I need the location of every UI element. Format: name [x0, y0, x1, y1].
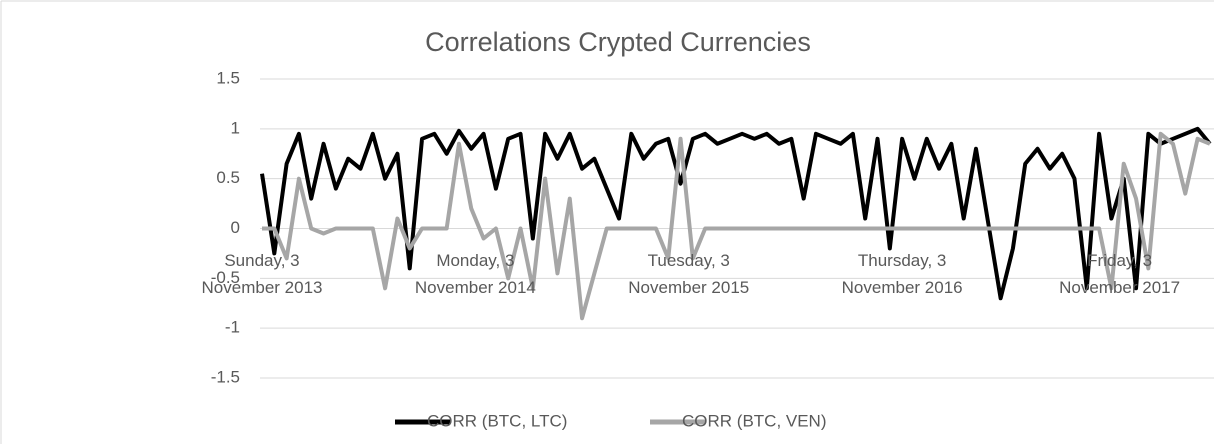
series-line — [262, 131, 1211, 321]
x-tick-label: Tuesday, 3 November 2015 — [628, 251, 749, 297]
legend-label: CORR (BTC, VEN) — [682, 411, 827, 430]
y-tick-label: -0.5 — [211, 268, 240, 287]
y-tick-label: 0 — [231, 218, 240, 237]
x-tick-label: Sunday, 3 November 2013 — [202, 251, 323, 297]
x-tick-label: Monday, 3 November 2014 — [415, 251, 536, 297]
series-line — [260, 126, 1212, 301]
y-tick-label: 0.5 — [216, 168, 240, 187]
legend-label: CORR (BTC, LTC) — [427, 411, 567, 430]
chart-title: Correlations Crypted Currencies — [425, 27, 811, 57]
y-tick-label: -1 — [225, 318, 240, 337]
y-tick-label: -1.5 — [211, 367, 240, 386]
y-tick-label: 1.5 — [216, 68, 240, 87]
x-tick-label: Friday, 3 November 2017 — [1059, 251, 1180, 297]
y-tick-label: 1 — [231, 118, 240, 137]
x-tick-label: Thursday, 3 November 2016 — [842, 251, 963, 297]
